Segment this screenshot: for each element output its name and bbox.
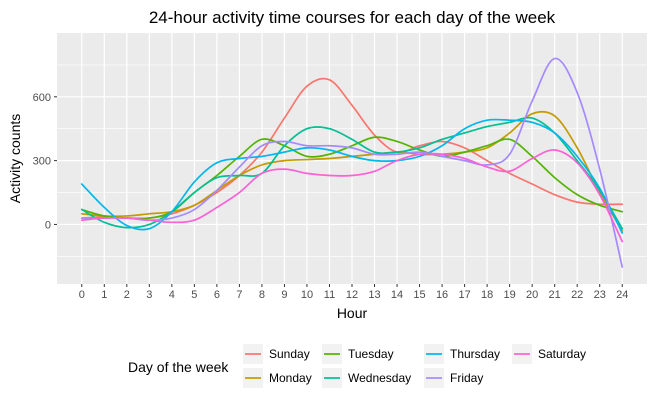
legend: Day of the week Sunday Monday Tuesday Wedne…: [128, 344, 586, 388]
x-tick-label: 22: [571, 289, 583, 301]
legend-label: Friday: [450, 371, 483, 385]
x-tick-label: 1: [101, 289, 107, 301]
legend-label: Wednesday: [348, 371, 411, 385]
series-line-thursday: [80, 118, 624, 234]
x-tick-label: 13: [368, 289, 380, 301]
x-tick-label: 10: [301, 289, 313, 301]
x-tick-label: 23: [594, 289, 606, 301]
x-tick-label: 20: [526, 289, 538, 301]
x-tick-label: 18: [481, 289, 493, 301]
legend-label: Saturday: [538, 347, 586, 361]
x-tick-label: 7: [236, 289, 242, 301]
legend-label: Monday: [269, 371, 312, 385]
y-axis: 0 300 600: [33, 92, 57, 231]
x-axis: 0 1 2 3 4 5 6 7 8 9 10 11 12 13 14 15 16 17 18 19 20 21 22 23 24: [79, 284, 628, 301]
y-tick-label: 0: [45, 219, 51, 231]
series-line-friday: [80, 57, 624, 268]
x-axis-title: Hour: [337, 305, 368, 321]
series-line-sunday: [80, 77, 624, 220]
x-tick-label: 19: [504, 289, 516, 301]
x-tick-label: 4: [169, 289, 175, 301]
x-tick-label: 3: [146, 289, 152, 301]
legend-label: Sunday: [269, 347, 310, 361]
y-tick-label: 300: [33, 156, 51, 168]
legend-label: Tuesday: [348, 347, 394, 361]
x-tick-label: 14: [391, 289, 403, 301]
x-tick-label: 17: [458, 289, 470, 301]
x-tick-label: 0: [79, 289, 85, 301]
chart-title: 24-hour activity time courses for each d…: [149, 8, 556, 27]
legend-title: Day of the week: [128, 359, 229, 375]
x-tick-label: 2: [124, 289, 130, 301]
y-axis-title: Activity counts: [7, 114, 23, 203]
x-tick-label: 16: [436, 289, 448, 301]
x-tick-label: 9: [281, 289, 287, 301]
y-tick-label: 600: [33, 92, 51, 104]
x-tick-label: 12: [346, 289, 358, 301]
legend-label: Thursday: [450, 347, 500, 361]
x-tick-label: 15: [413, 289, 425, 301]
x-tick-label: 6: [214, 289, 220, 301]
series-line-saturday: [80, 149, 624, 243]
x-tick-label: 21: [549, 289, 561, 301]
x-tick-label: 5: [191, 289, 197, 301]
x-tick-label: 24: [616, 289, 628, 301]
x-tick-label: 11: [324, 289, 335, 301]
series-lines: [80, 57, 624, 268]
x-tick-label: 8: [259, 289, 265, 301]
